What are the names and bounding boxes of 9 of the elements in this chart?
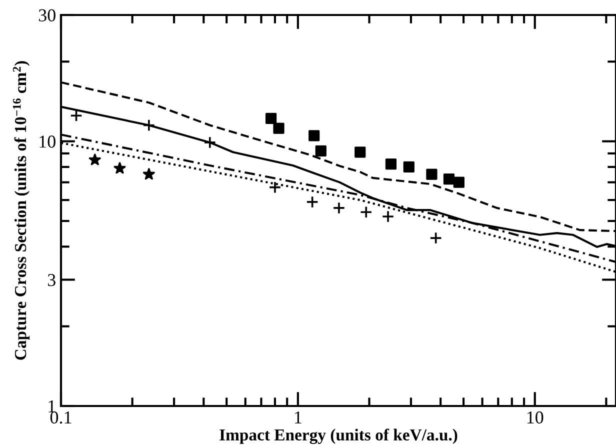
- y-tick-label: 1: [48, 400, 56, 412]
- y-tick-label: 30: [38, 9, 56, 22]
- x-tick-label: 10: [527, 411, 544, 424]
- y-tick-label: 3: [48, 274, 56, 286]
- y-axis-title: Capture Cross Section (units of 10$^{−16}$ cm$^{2}$): [12, 61, 30, 360]
- x-axis-title: Impact Energy (units of keV/a.u.): [220, 428, 458, 444]
- x-tick-label: 1: [295, 411, 302, 424]
- y-tick-label: 10: [40, 136, 56, 148]
- x-tick-label: 0.1: [50, 411, 72, 424]
